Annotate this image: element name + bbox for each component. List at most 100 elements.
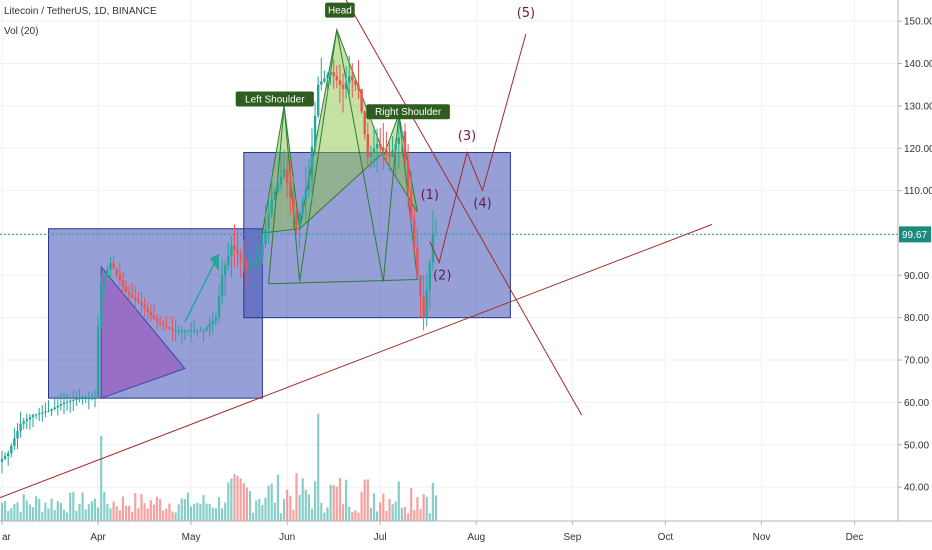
candle-body — [131, 294, 134, 298]
volume-bar — [403, 506, 407, 521]
volume-bar — [4, 501, 7, 521]
candle-body — [422, 296, 425, 318]
wave-projection-line — [429, 33, 527, 265]
candle-body — [180, 330, 183, 332]
volume-bar — [363, 479, 366, 521]
volume-bar — [289, 495, 292, 521]
candle-body — [248, 264, 252, 267]
candle-body — [186, 330, 190, 332]
candle-body — [279, 176, 283, 185]
candle-body — [19, 423, 22, 431]
time-tick-label: ar — [2, 532, 12, 543]
volume-bar — [69, 492, 72, 521]
volume-bar — [233, 474, 236, 521]
volume-bar — [13, 503, 16, 521]
candle-body — [388, 153, 391, 157]
volume-bar — [236, 475, 239, 521]
candle-body — [332, 72, 335, 77]
volume-bar — [397, 481, 400, 521]
arrow-shaft — [184, 253, 220, 323]
candle-body — [87, 398, 90, 400]
volume-bar — [90, 501, 93, 521]
candle-body — [121, 280, 125, 287]
volume-bar — [118, 510, 121, 521]
volume-bar — [93, 498, 97, 521]
candle-body — [109, 262, 112, 270]
candle-body — [335, 76, 338, 81]
volume-bar — [81, 492, 84, 521]
volume-bar — [351, 512, 354, 521]
candle-body — [233, 245, 236, 250]
candle-body — [174, 330, 177, 332]
candle-body — [344, 82, 348, 89]
price-tick-label: 90.00 — [904, 271, 929, 282]
volume-bar — [124, 505, 128, 521]
candle-body — [255, 260, 258, 263]
candle-body — [410, 190, 413, 219]
candle-body — [369, 152, 373, 157]
volume-bar — [50, 498, 53, 521]
price-tick-label: 40.00 — [904, 483, 929, 494]
volume-bar — [385, 510, 388, 521]
volume-bar — [379, 502, 382, 521]
volume-bar — [276, 474, 279, 521]
volume-bar — [425, 496, 428, 521]
candle-body — [134, 297, 137, 300]
candle-body — [320, 81, 323, 85]
candle-body — [245, 262, 249, 267]
candle-body — [115, 268, 118, 275]
volume-bar — [202, 494, 205, 521]
candle-body — [81, 398, 84, 400]
time-tick-label: Jun — [279, 532, 295, 543]
candle-body — [22, 421, 25, 424]
candle-body — [391, 150, 394, 157]
candle-body — [251, 262, 255, 265]
volume-bar — [310, 508, 314, 521]
volume-indicator-label: Vol (20) — [4, 26, 39, 37]
candle-body — [0, 458, 4, 462]
volume-bar — [376, 511, 379, 521]
candle-body — [72, 399, 75, 401]
volume-bar — [217, 497, 221, 521]
volume-bar — [87, 504, 90, 521]
volume-bar — [214, 508, 217, 521]
candle-body — [189, 330, 193, 332]
time-axis-bg — [0, 521, 932, 550]
volume-bar — [165, 508, 168, 521]
volume-bar — [317, 413, 320, 521]
volume-bar — [221, 508, 224, 521]
candle-body — [338, 80, 342, 85]
candle-body — [323, 78, 326, 82]
volume-bar — [162, 510, 165, 521]
time-tick-label: Nov — [753, 532, 771, 543]
volume-bar — [341, 504, 345, 521]
candle-body — [16, 430, 19, 439]
candle-body — [394, 144, 397, 151]
volume-bar — [431, 482, 434, 521]
volume-bar — [168, 503, 171, 521]
candle-body — [3, 456, 7, 459]
candle-body — [304, 189, 307, 202]
candle-body — [236, 249, 239, 255]
volume-bar — [332, 485, 335, 521]
candle-body — [239, 254, 242, 259]
volume-bar — [252, 512, 255, 521]
candle-body — [354, 80, 357, 85]
volume-bar — [72, 492, 75, 521]
volume-bar — [103, 491, 106, 521]
price-tick-label: 140.00 — [904, 59, 932, 70]
candle-body — [31, 415, 35, 418]
candle-body — [152, 315, 156, 319]
volume-bar — [230, 478, 233, 521]
volume-bar — [388, 499, 391, 521]
volume-bar — [314, 481, 317, 521]
candle-body — [326, 75, 329, 79]
candle-body — [62, 402, 66, 405]
candle-body — [211, 320, 214, 325]
candle-body — [366, 134, 369, 157]
candle-body — [317, 84, 320, 116]
candle-body — [264, 228, 267, 244]
candle-body — [397, 137, 400, 145]
volume-bar — [84, 509, 87, 521]
